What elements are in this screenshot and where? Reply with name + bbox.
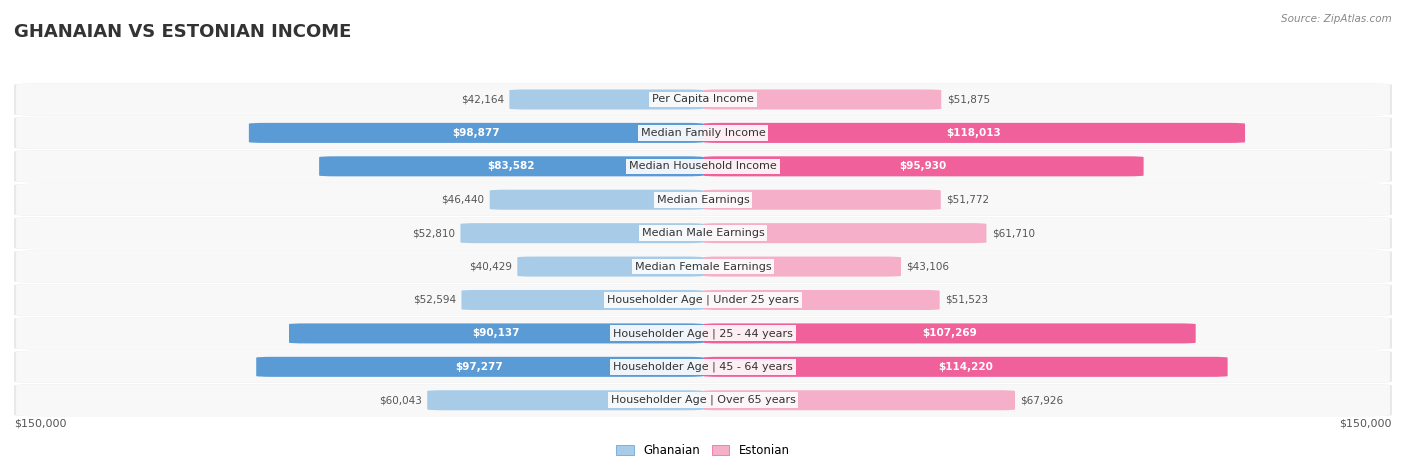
Text: $107,269: $107,269	[922, 328, 977, 339]
FancyBboxPatch shape	[14, 184, 1392, 216]
FancyBboxPatch shape	[15, 251, 1391, 283]
Text: $52,594: $52,594	[413, 295, 456, 305]
FancyBboxPatch shape	[703, 123, 1246, 143]
Text: $40,429: $40,429	[468, 262, 512, 272]
FancyBboxPatch shape	[509, 90, 703, 109]
FancyBboxPatch shape	[14, 250, 1392, 283]
FancyBboxPatch shape	[15, 184, 1391, 216]
FancyBboxPatch shape	[319, 156, 703, 177]
Text: Householder Age | Over 65 years: Householder Age | Over 65 years	[610, 395, 796, 405]
FancyBboxPatch shape	[15, 284, 1391, 316]
Text: Median Family Income: Median Family Income	[641, 128, 765, 138]
FancyBboxPatch shape	[256, 357, 703, 377]
FancyBboxPatch shape	[427, 390, 703, 410]
FancyBboxPatch shape	[249, 123, 703, 143]
FancyBboxPatch shape	[15, 318, 1391, 349]
FancyBboxPatch shape	[14, 351, 1392, 383]
FancyBboxPatch shape	[489, 190, 703, 210]
FancyBboxPatch shape	[15, 117, 1391, 149]
FancyBboxPatch shape	[15, 384, 1391, 416]
FancyBboxPatch shape	[703, 390, 1015, 410]
Text: $67,926: $67,926	[1021, 395, 1063, 405]
FancyBboxPatch shape	[14, 150, 1392, 182]
FancyBboxPatch shape	[14, 318, 1392, 349]
FancyBboxPatch shape	[460, 223, 703, 243]
Text: $51,772: $51,772	[946, 195, 990, 205]
Text: $150,000: $150,000	[14, 418, 66, 429]
Text: Median Male Earnings: Median Male Earnings	[641, 228, 765, 238]
FancyBboxPatch shape	[14, 117, 1392, 149]
FancyBboxPatch shape	[703, 256, 901, 276]
FancyBboxPatch shape	[703, 357, 1227, 377]
FancyBboxPatch shape	[703, 223, 987, 243]
Text: $97,277: $97,277	[456, 362, 503, 372]
Text: $98,877: $98,877	[453, 128, 499, 138]
Text: Householder Age | 45 - 64 years: Householder Age | 45 - 64 years	[613, 361, 793, 372]
Text: $83,582: $83,582	[488, 161, 534, 171]
Legend: Ghanaian, Estonian: Ghanaian, Estonian	[612, 439, 794, 462]
Text: Householder Age | 25 - 44 years: Householder Age | 25 - 44 years	[613, 328, 793, 339]
FancyBboxPatch shape	[14, 84, 1392, 115]
FancyBboxPatch shape	[15, 351, 1391, 383]
Text: $61,710: $61,710	[993, 228, 1035, 238]
FancyBboxPatch shape	[15, 217, 1391, 249]
FancyBboxPatch shape	[703, 323, 1195, 343]
Text: $52,810: $52,810	[412, 228, 456, 238]
Text: $43,106: $43,106	[907, 262, 949, 272]
Text: Householder Age | Under 25 years: Householder Age | Under 25 years	[607, 295, 799, 305]
Text: $95,930: $95,930	[900, 161, 946, 171]
FancyBboxPatch shape	[14, 217, 1392, 249]
FancyBboxPatch shape	[461, 290, 703, 310]
FancyBboxPatch shape	[14, 384, 1392, 416]
FancyBboxPatch shape	[517, 256, 703, 276]
Text: Per Capita Income: Per Capita Income	[652, 94, 754, 105]
Text: Median Household Income: Median Household Income	[628, 161, 778, 171]
Text: GHANAIAN VS ESTONIAN INCOME: GHANAIAN VS ESTONIAN INCOME	[14, 23, 352, 42]
Text: $51,875: $51,875	[946, 94, 990, 105]
Text: $114,220: $114,220	[938, 362, 993, 372]
FancyBboxPatch shape	[703, 90, 941, 109]
FancyBboxPatch shape	[14, 284, 1392, 316]
FancyBboxPatch shape	[703, 190, 941, 210]
Text: Source: ZipAtlas.com: Source: ZipAtlas.com	[1281, 14, 1392, 24]
Text: Median Female Earnings: Median Female Earnings	[634, 262, 772, 272]
Text: Median Earnings: Median Earnings	[657, 195, 749, 205]
FancyBboxPatch shape	[15, 150, 1391, 182]
Text: $51,523: $51,523	[945, 295, 988, 305]
Text: $60,043: $60,043	[378, 395, 422, 405]
FancyBboxPatch shape	[15, 84, 1391, 115]
Text: $42,164: $42,164	[461, 94, 503, 105]
Text: $46,440: $46,440	[441, 195, 484, 205]
Text: $118,013: $118,013	[946, 128, 1001, 138]
FancyBboxPatch shape	[703, 290, 939, 310]
FancyBboxPatch shape	[703, 156, 1143, 177]
FancyBboxPatch shape	[290, 323, 703, 343]
Text: $90,137: $90,137	[472, 328, 520, 339]
Text: $150,000: $150,000	[1340, 418, 1392, 429]
